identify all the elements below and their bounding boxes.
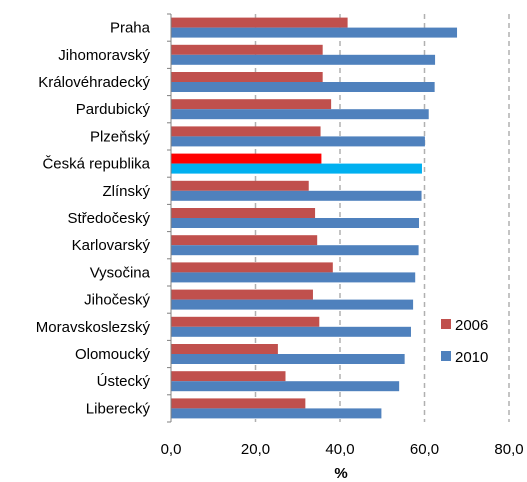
bar-2006 (171, 126, 321, 137)
x-tick-label: 80,0 (494, 441, 523, 458)
legend-label-2010: 2010 (455, 349, 488, 366)
x-tick-label: 0,0 (161, 441, 182, 458)
legend: 2006 2010 (441, 317, 488, 366)
x-axis-label: % (334, 465, 347, 482)
bar-2006 (171, 180, 309, 191)
category-label: Královéhradecký (38, 74, 150, 91)
bar-2006 (171, 17, 348, 28)
x-tick-label: 60,0 (410, 441, 439, 458)
category-label: Ústecký (97, 373, 151, 390)
x-tick-labels: 0,0 20,0 40,0 60,0 80,0 (161, 441, 524, 458)
category-label: Olomoucký (75, 346, 151, 363)
bar-2010 (171, 381, 400, 392)
bar-2006 (171, 72, 323, 82)
bar-2010 (171, 245, 419, 256)
category-label: Praha (110, 20, 151, 37)
legend-swatch-2010 (441, 351, 451, 361)
category-label: Karlovarský (72, 237, 151, 254)
bars (171, 17, 458, 419)
bar-2006 (171, 208, 316, 218)
bar-2006 (171, 262, 333, 273)
bar-2006 (171, 44, 323, 55)
category-label: Pardubický (76, 101, 151, 118)
category-label: Vysočina (90, 264, 151, 281)
category-label: Liberecký (86, 400, 151, 417)
bar-2010 (171, 408, 382, 419)
category-label: Plzeňský (90, 128, 151, 145)
bar-2010 (171, 136, 425, 147)
category-labels: Praha Jihomoravský Královéhradecký Pardubic… (36, 20, 151, 418)
bar-2010 (171, 82, 435, 92)
bar-2010 (171, 27, 458, 38)
bar-2010 (171, 218, 420, 228)
bar-2006 (171, 344, 278, 354)
bar-2010 (171, 354, 405, 364)
category-label: Středočeský (67, 210, 150, 227)
bar-2006 (171, 316, 320, 327)
category-label: Jihočeský (84, 292, 150, 309)
bar-2010 (171, 54, 436, 65)
category-label: Česká republika (42, 156, 150, 173)
bar-2006 (171, 371, 286, 382)
bar-2006 (171, 235, 318, 246)
category-label: Moravskoslezský (36, 319, 151, 336)
bar-2006 (171, 289, 313, 300)
bar-2006 (171, 153, 322, 164)
bar-2006 (171, 398, 306, 409)
axes (167, 13, 172, 423)
bar-2010 (171, 190, 422, 201)
legend-swatch-2006 (441, 319, 451, 329)
category-label: Zlínský (102, 183, 150, 200)
bar-2010 (171, 299, 414, 310)
bar-2010 (171, 163, 422, 174)
category-label: Jihomoravský (58, 47, 150, 64)
x-tick-label: 20,0 (241, 441, 270, 458)
bar-2010 (171, 272, 416, 283)
legend-label-2006: 2006 (455, 317, 488, 334)
bar-2010 (171, 109, 429, 120)
bar-2010 (171, 326, 411, 337)
bar-2006 (171, 99, 332, 110)
x-tick-label: 40,0 (325, 441, 354, 458)
